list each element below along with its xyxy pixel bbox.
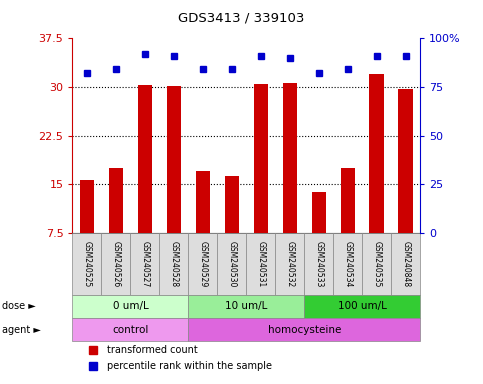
Text: dose ►: dose ► [2,301,36,311]
Text: 0 um/L: 0 um/L [113,301,148,311]
Bar [109,168,123,233]
Bar [398,89,413,233]
Text: GSM240529: GSM240529 [199,241,207,287]
Bar [101,233,130,295]
Bar [333,233,362,295]
Text: GSM240531: GSM240531 [256,241,265,287]
Bar [341,168,355,233]
Text: control: control [112,325,149,335]
Bar [80,180,94,233]
Text: GSM240533: GSM240533 [314,240,323,287]
Text: GSM240532: GSM240532 [285,241,294,287]
Text: GSM240535: GSM240535 [372,240,381,287]
Bar [130,233,159,295]
Text: GSM240530: GSM240530 [227,240,236,287]
Text: agent ►: agent ► [2,325,41,335]
Text: GSM240526: GSM240526 [112,241,120,287]
Bar [275,233,304,295]
Bar [217,233,246,295]
Bar [72,318,188,341]
Bar [283,83,297,233]
Bar [159,233,188,295]
Text: transformed count: transformed count [107,345,198,355]
Text: GSM240848: GSM240848 [401,241,410,287]
Text: GSM240525: GSM240525 [83,241,91,287]
Text: GDS3413 / 339103: GDS3413 / 339103 [178,12,305,25]
Bar [225,176,239,233]
Bar [167,86,181,233]
Bar [188,295,304,318]
Text: GSM240528: GSM240528 [170,241,178,287]
Bar [246,233,275,295]
Text: percentile rank within the sample: percentile rank within the sample [107,361,272,371]
Bar [312,192,326,233]
Bar [188,233,217,295]
Text: 10 um/L: 10 um/L [225,301,268,311]
Bar [391,233,420,295]
Bar [254,84,268,233]
Bar [369,74,384,233]
Bar [138,85,152,233]
Bar [304,233,333,295]
Bar [196,171,210,233]
Text: homocysteine: homocysteine [268,325,341,335]
Text: 100 um/L: 100 um/L [338,301,387,311]
Bar [304,295,420,318]
Text: GSM240534: GSM240534 [343,240,352,287]
Bar [72,233,101,295]
Bar [72,295,188,318]
Bar [188,318,420,341]
Bar [362,233,391,295]
Text: GSM240527: GSM240527 [141,241,149,287]
